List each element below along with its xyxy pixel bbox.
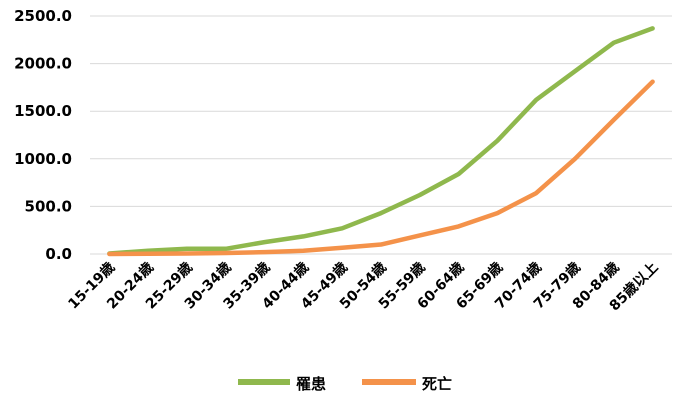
series-lines [107, 26, 655, 257]
y-tick-label: 2500.0 [14, 7, 72, 25]
y-tick-label: 500.0 [25, 197, 72, 215]
y-tick-label: 1000.0 [14, 150, 72, 168]
x-axis-ticks: 15-19歳20-24歳25-29歳30-34歳35-39歳40-44歳45-4… [65, 259, 662, 314]
gridlines [90, 15, 672, 255]
series-line-incidence [107, 26, 655, 256]
y-tick-label: 2000.0 [14, 55, 72, 73]
legend-item-incidence: 罹患 [238, 375, 326, 393]
legend-label-incidence: 罹患 [296, 375, 326, 393]
series-line-death [107, 79, 655, 257]
legend: 罹患 死亡 [238, 375, 452, 393]
legend-label-death: 死亡 [422, 375, 452, 393]
y-axis-ticks: 0.0 500.0 1000.0 1500.0 2000.0 2500.0 [14, 7, 72, 263]
legend-item-death: 死亡 [362, 375, 452, 393]
y-tick-label: 1500.0 [14, 102, 72, 120]
y-tick-label: 0.0 [45, 245, 72, 263]
